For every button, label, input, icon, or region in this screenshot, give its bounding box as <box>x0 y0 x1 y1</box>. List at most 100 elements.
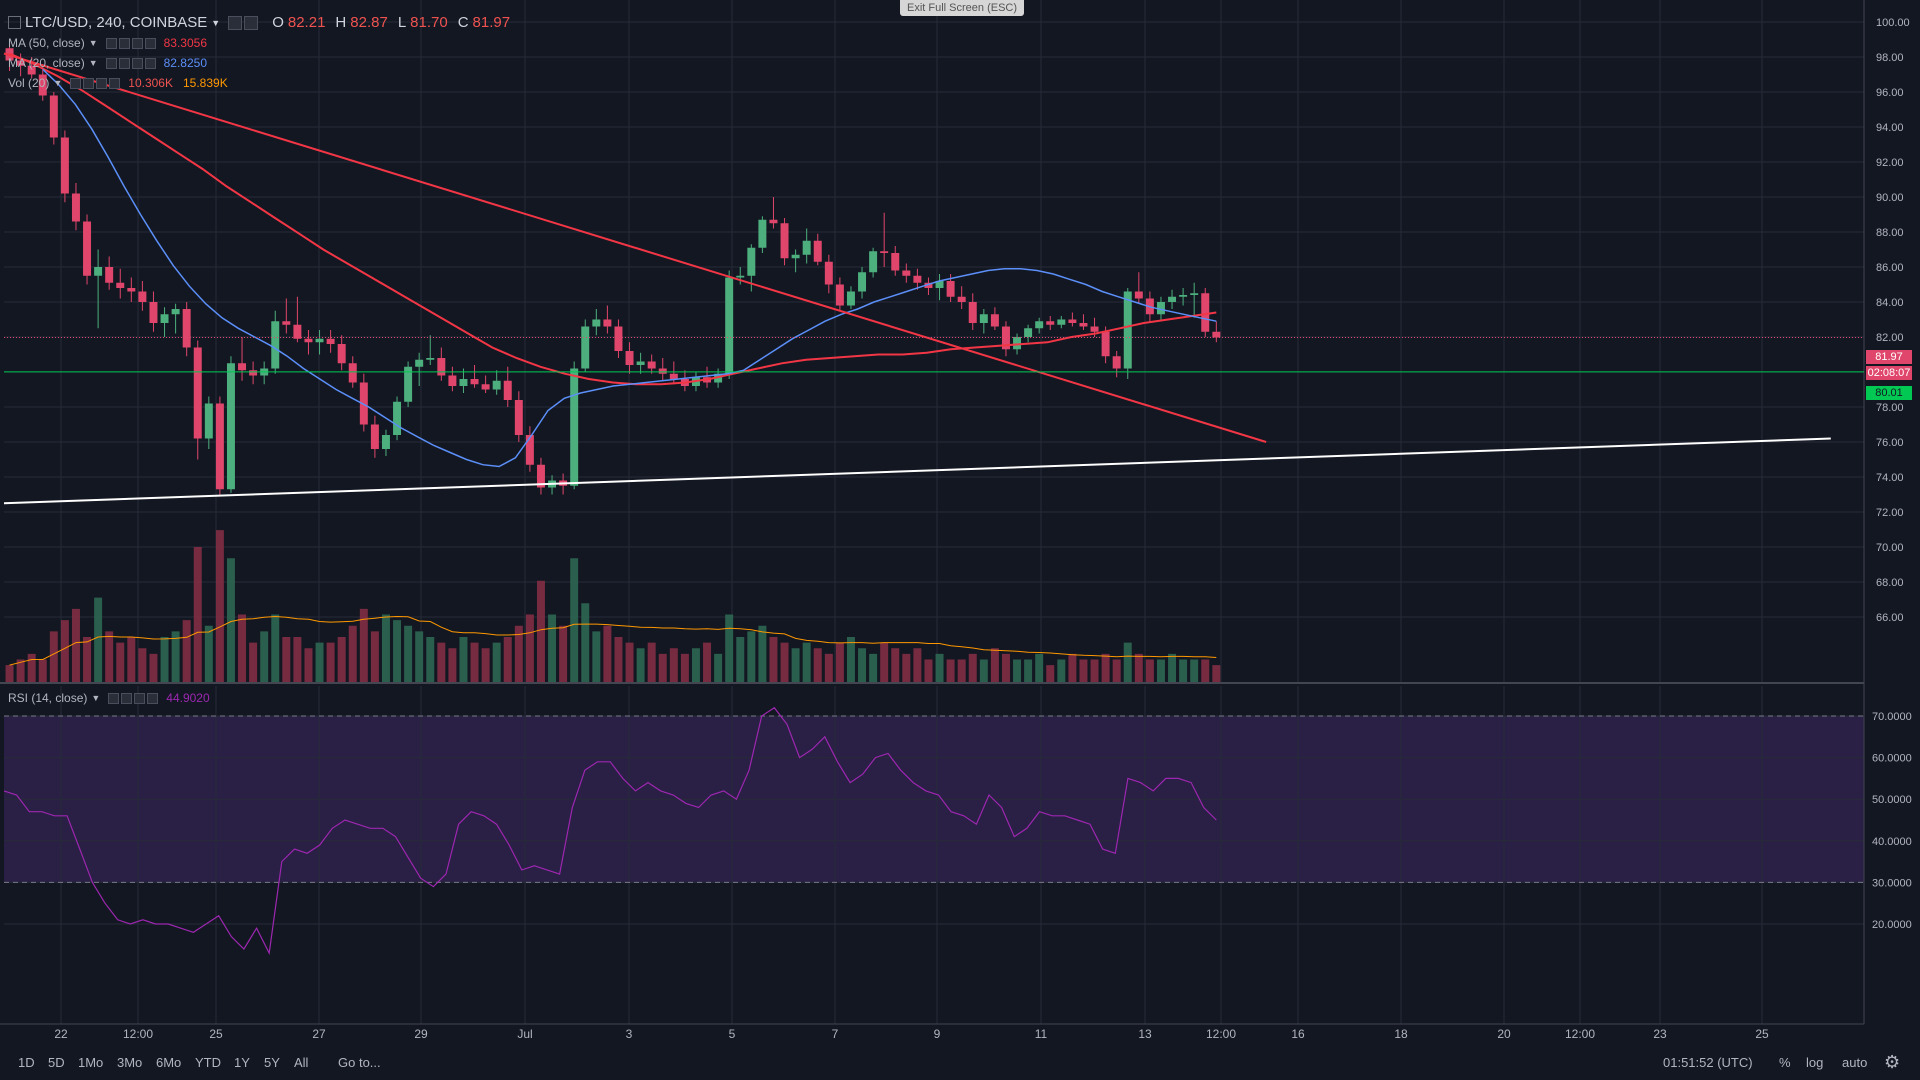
candle-body <box>171 309 180 315</box>
candle-body <box>304 338 313 343</box>
candle-body <box>581 326 590 369</box>
candle-body <box>16 60 25 66</box>
symbol-label[interactable]: LTC/USD, 240, COINBASE <box>25 14 208 31</box>
candle-body <box>49 95 58 138</box>
range-ytd-button[interactable]: YTD <box>195 1055 221 1070</box>
candle-body <box>105 267 114 283</box>
exit-fullscreen-button[interactable]: Exit Full Screen (ESC) <box>900 0 1024 16</box>
legend-ma20[interactable]: MA (20, close) ▼ 82.8250 <box>8 56 207 70</box>
volume-bar <box>16 659 25 682</box>
volume-bar <box>27 653 36 682</box>
hide-icon[interactable] <box>228 15 243 30</box>
rsi-tick-label: 30.0000 <box>1872 877 1912 889</box>
settings-icon[interactable] <box>118 37 130 49</box>
close-key: C <box>457 14 469 31</box>
bottom-toolbar: 1D 5D 1Mo 3Mo 6Mo YTD 1Y 5Y All Go to...… <box>0 1048 1920 1080</box>
volume-bar <box>393 620 402 682</box>
range-5y-button[interactable]: 5Y <box>264 1055 280 1070</box>
candle-body <box>647 361 656 369</box>
ma20-dropdown-icon[interactable]: ▼ <box>88 58 98 68</box>
candle-body <box>1090 326 1099 332</box>
range-6mo-button[interactable]: 6Mo <box>156 1055 182 1070</box>
close-icon[interactable] <box>109 77 121 89</box>
settings-icon[interactable] <box>244 15 259 30</box>
legend-volume[interactable]: Vol (20) ▼ 10.306K 15.839K <box>8 76 228 90</box>
volume-bar <box>514 625 523 682</box>
candle-body <box>913 275 922 283</box>
volume-bar <box>1145 659 1154 682</box>
candle-body <box>404 366 413 402</box>
rsi-line <box>3 706 1217 956</box>
time-tick-label: 25 <box>209 1027 223 1041</box>
range-5d-button[interactable]: 5D <box>48 1055 65 1070</box>
legend-ma50[interactable]: MA (50, close) ▼ 83.3056 <box>8 36 207 50</box>
volume-bar <box>769 637 778 682</box>
close-icon[interactable] <box>144 57 156 69</box>
candle-body <box>1068 319 1077 323</box>
legend-rsi[interactable]: RSI (14, close) ▼ 44.9020 <box>8 691 210 705</box>
candle-body <box>846 291 855 306</box>
range-1d-button[interactable]: 1D <box>18 1055 35 1070</box>
price-tick-label: 72.00 <box>1876 507 1904 519</box>
time-tick-label: 23 <box>1653 1027 1667 1041</box>
hide-icon[interactable] <box>105 37 117 49</box>
settings-icon[interactable] <box>118 57 130 69</box>
gear-icon[interactable]: ⚙ <box>1884 1052 1901 1072</box>
range-1y-button[interactable]: 1Y <box>234 1055 250 1070</box>
add-icon[interactable] <box>96 77 108 89</box>
utc-clock[interactable]: 01:51:52 (UTC) <box>1663 1055 1753 1070</box>
candle-body <box>293 324 302 339</box>
volume-bar <box>891 648 900 682</box>
collapse-icon[interactable] <box>8 16 21 29</box>
time-tick-label: 25 <box>1755 1027 1769 1041</box>
volume-bar <box>824 653 833 682</box>
volume-bar <box>835 642 844 682</box>
add-icon[interactable] <box>131 57 143 69</box>
ma50-dropdown-icon[interactable]: ▼ <box>88 38 98 48</box>
settings-icon[interactable] <box>121 692 133 704</box>
goto-button[interactable]: Go to... <box>338 1055 381 1070</box>
range-3mo-button[interactable]: 3Mo <box>117 1055 143 1070</box>
candle-body <box>1190 293 1199 295</box>
candle-body <box>1035 321 1044 329</box>
volume-bar <box>404 625 413 682</box>
auto-toggle[interactable]: auto <box>1842 1055 1868 1070</box>
range-1mo-button[interactable]: 1Mo <box>78 1055 104 1070</box>
price-tick-label: 70.00 <box>1876 542 1904 554</box>
add-icon[interactable] <box>134 692 146 704</box>
close-icon[interactable] <box>144 37 156 49</box>
time-tick-label: 20 <box>1497 1027 1511 1041</box>
price-tick-label: 92.00 <box>1876 157 1904 169</box>
volume-bar <box>315 642 324 682</box>
range-all-button[interactable]: All <box>294 1055 309 1070</box>
log-toggle[interactable]: log <box>1806 1055 1824 1070</box>
volume-bar <box>94 597 103 682</box>
percent-toggle[interactable]: % <box>1779 1055 1791 1070</box>
rsi-tick-label: 40.0000 <box>1872 836 1912 848</box>
add-icon[interactable] <box>131 37 143 49</box>
hide-icon[interactable] <box>70 77 82 89</box>
candle-body <box>370 424 379 449</box>
hide-icon[interactable] <box>108 692 120 704</box>
volume-bar <box>359 608 368 682</box>
volume-bar <box>968 653 977 682</box>
rsi-dropdown-icon[interactable]: ▼ <box>91 693 101 703</box>
symbol-dropdown-icon[interactable]: ▼ <box>211 17 221 28</box>
volume-dropdown-icon[interactable]: ▼ <box>53 78 63 88</box>
time-tick-label: 9 <box>934 1027 941 1041</box>
close-icon[interactable] <box>147 692 159 704</box>
open-key: O <box>272 14 284 31</box>
volume-bar <box>1156 659 1165 682</box>
candle-body <box>935 281 944 288</box>
settings-icon[interactable] <box>83 77 95 89</box>
volume-bar <box>979 659 988 682</box>
volume-bar <box>880 642 889 682</box>
volume-bar <box>935 653 944 682</box>
candle-body <box>160 314 169 323</box>
volume-label: Vol (20) <box>8 76 50 90</box>
candle-body <box>1101 331 1110 357</box>
hide-icon[interactable] <box>105 57 117 69</box>
volume-bar <box>1134 653 1143 682</box>
volume-bar <box>1179 659 1188 682</box>
